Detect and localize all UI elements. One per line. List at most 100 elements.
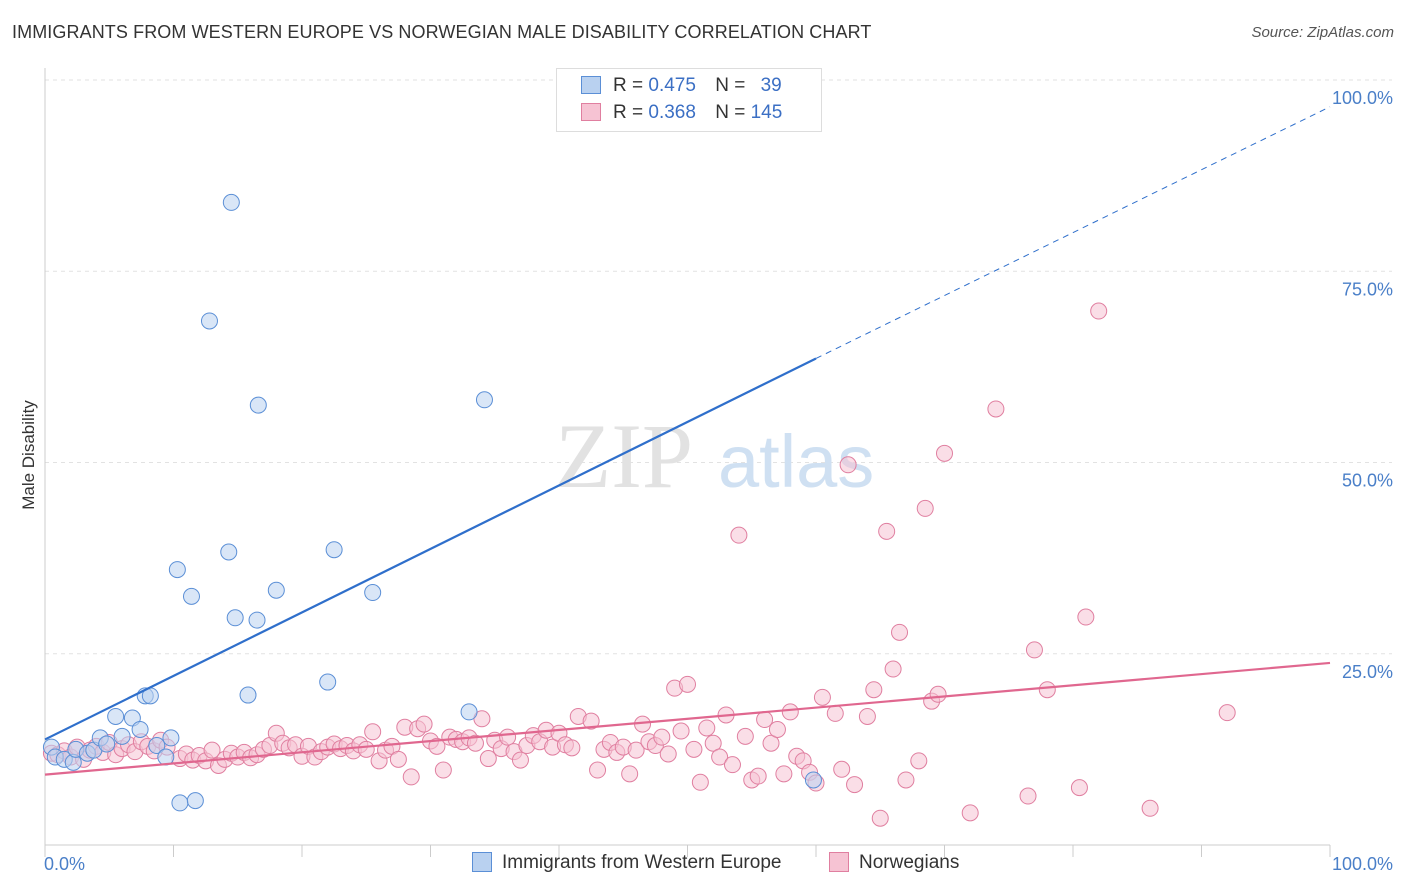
trend-line-norwegians bbox=[44, 661, 1331, 776]
point-immigrants bbox=[460, 703, 478, 721]
legend-n-label: N = bbox=[715, 102, 746, 123]
y-tick-label: 50.0% bbox=[1342, 471, 1393, 491]
bottom-legend-swatch-pink bbox=[829, 852, 849, 872]
point-norwegians bbox=[723, 756, 741, 774]
y-tick-label: 75.0% bbox=[1342, 279, 1393, 299]
chart-title: IMMIGRANTS FROM WESTERN EUROPE VS NORWEG… bbox=[12, 22, 872, 42]
legend: R = 0.475 N = 39 R = 0.368 N = 145 bbox=[556, 68, 822, 132]
legend-r-label: R = bbox=[613, 75, 644, 96]
point-norwegians bbox=[762, 734, 780, 752]
point-norwegians bbox=[659, 745, 677, 763]
point-norwegians bbox=[589, 761, 607, 779]
point-norwegians bbox=[878, 522, 896, 540]
legend-row-norwegians: R = 0.368 N = 145 bbox=[581, 102, 782, 128]
point-immigrants bbox=[107, 707, 125, 725]
point-immigrants bbox=[182, 587, 200, 605]
point-norwegians bbox=[627, 741, 645, 759]
point-norwegians bbox=[466, 734, 484, 752]
point-norwegians bbox=[672, 722, 690, 740]
point-norwegians bbox=[698, 719, 716, 737]
point-norwegians bbox=[1090, 302, 1108, 320]
point-norwegians bbox=[858, 707, 876, 725]
point-norwegians bbox=[781, 703, 799, 721]
trend-line-immigrants bbox=[44, 357, 817, 741]
point-norwegians bbox=[499, 728, 517, 746]
point-norwegians bbox=[891, 623, 909, 641]
point-norwegians bbox=[865, 681, 883, 699]
axes bbox=[44, 68, 1331, 857]
point-norwegians bbox=[916, 499, 934, 517]
point-norwegians bbox=[582, 712, 600, 730]
trend-line-immigrants-extension bbox=[815, 106, 1331, 359]
point-norwegians bbox=[961, 804, 979, 822]
point-immigrants bbox=[249, 396, 267, 414]
point-immigrants bbox=[98, 735, 116, 753]
point-norwegians bbox=[897, 771, 915, 789]
legend-swatch-blue bbox=[581, 76, 601, 94]
point-norwegians bbox=[691, 773, 709, 791]
point-norwegians bbox=[987, 400, 1005, 418]
point-immigrants bbox=[248, 611, 266, 629]
point-norwegians bbox=[679, 675, 696, 693]
point-norwegians bbox=[826, 704, 844, 722]
legend-n-label: N = bbox=[715, 75, 746, 96]
point-norwegians bbox=[1019, 787, 1037, 805]
point-norwegians bbox=[775, 765, 793, 783]
point-norwegians bbox=[1025, 641, 1043, 659]
point-immigrants bbox=[171, 794, 189, 812]
point-immigrants bbox=[131, 720, 149, 738]
legend-swatch-pink bbox=[581, 103, 601, 121]
point-norwegians bbox=[846, 776, 864, 794]
legend-r-label: R = bbox=[613, 102, 644, 123]
series-immigrants bbox=[42, 79, 822, 812]
point-immigrants bbox=[162, 729, 180, 747]
point-norwegians bbox=[929, 685, 947, 703]
point-norwegians bbox=[685, 740, 703, 758]
source-label: Source: ZipAtlas.com bbox=[1251, 24, 1394, 41]
legend-n-value: 145 bbox=[750, 102, 783, 123]
point-norwegians bbox=[434, 761, 452, 779]
series-norwegians bbox=[42, 302, 1236, 827]
y-tick-label: 100.0% bbox=[1332, 88, 1393, 108]
legend-r-value: 0.368 bbox=[648, 102, 696, 123]
point-norwegians bbox=[653, 728, 671, 746]
point-norwegians bbox=[736, 727, 754, 745]
point-immigrants bbox=[113, 727, 131, 745]
bottom-legend-label: Norwegians bbox=[859, 852, 960, 873]
point-norwegians bbox=[833, 760, 851, 778]
point-norwegians bbox=[813, 688, 831, 706]
y-axis-label: Male Disability bbox=[19, 400, 38, 510]
point-norwegians bbox=[871, 809, 889, 827]
point-norwegians bbox=[1218, 704, 1236, 722]
point-norwegians bbox=[621, 765, 639, 783]
point-immigrants bbox=[319, 673, 337, 691]
watermark: ZIP atlas bbox=[555, 405, 874, 507]
point-norwegians bbox=[428, 737, 446, 755]
point-norwegians bbox=[1141, 799, 1159, 817]
bottom-legend-label: Immigrants from Western Europe bbox=[502, 852, 782, 873]
point-norwegians bbox=[711, 748, 729, 766]
point-norwegians bbox=[884, 660, 902, 678]
trend-lines bbox=[44, 106, 1331, 776]
point-immigrants bbox=[475, 391, 493, 409]
point-norwegians bbox=[563, 739, 581, 757]
point-norwegians bbox=[402, 768, 420, 786]
x-tick-label: 100.0% bbox=[1332, 854, 1393, 874]
point-immigrants bbox=[220, 543, 238, 561]
point-norwegians bbox=[936, 444, 953, 462]
point-immigrants bbox=[148, 737, 166, 755]
point-immigrants bbox=[168, 561, 186, 579]
bottom-legend-norwegians: Norwegians bbox=[829, 852, 959, 874]
point-norwegians bbox=[749, 767, 767, 785]
point-immigrants bbox=[325, 541, 343, 559]
watermark-zip: ZIP bbox=[555, 405, 693, 507]
tick-labels: 25.0% 50.0% 75.0% 100.0% 0.0% 100.0% bbox=[44, 88, 1393, 874]
point-norwegians bbox=[203, 741, 221, 759]
point-immigrants bbox=[226, 609, 244, 627]
point-norwegians bbox=[910, 752, 928, 770]
point-norwegians bbox=[704, 734, 722, 752]
point-norwegians bbox=[415, 715, 433, 733]
point-norwegians bbox=[1077, 608, 1095, 626]
point-norwegians bbox=[357, 740, 375, 758]
